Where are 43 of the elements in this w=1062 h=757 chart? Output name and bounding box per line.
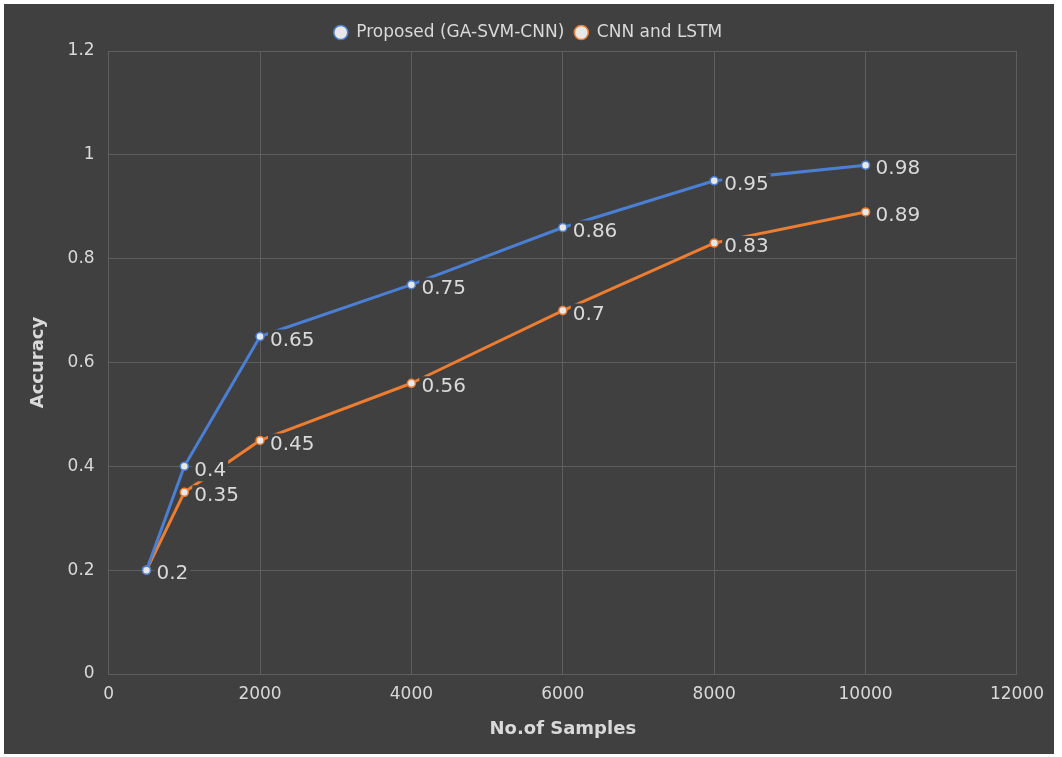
x-tick-label: 10000 [838, 682, 893, 703]
data-label: 0.2 [156, 560, 189, 585]
data-label: 0.75 [421, 274, 466, 299]
point [558, 305, 568, 316]
data-label: 0.7 [572, 300, 605, 325]
point [709, 238, 719, 248]
x-tick-label: 12000 [989, 682, 1045, 703]
data-label: 0.4 [194, 456, 227, 481]
data-label: 0.95 [724, 170, 769, 195]
point [179, 461, 190, 472]
point [860, 207, 871, 217]
y-tick-label: 0.2 [67, 558, 95, 579]
point [709, 176, 719, 186]
point [406, 279, 417, 290]
data-label: 0.83 [724, 233, 769, 258]
y-tick-label: 1 [83, 143, 95, 164]
point [255, 435, 265, 446]
y-tick-label: 0.4 [67, 454, 95, 475]
y-tick-label: 0.8 [67, 247, 95, 268]
point [179, 487, 190, 498]
x-tick-label: 4000 [389, 682, 434, 703]
data-label: 0.35 [194, 482, 239, 507]
x-tick-label: 8000 [692, 682, 736, 703]
data-label: 0.89 [875, 202, 921, 227]
point [558, 222, 568, 233]
data-label: 0.65 [270, 326, 315, 351]
y-tick-label: 0 [83, 662, 95, 683]
legend-label: Proposed (GA-SVM-CNN) [356, 20, 565, 41]
x-tick-label: 2000 [238, 682, 282, 703]
y-axis-title: Accuracy [26, 316, 48, 409]
point [860, 160, 871, 170]
point [255, 331, 265, 342]
data-label: 0.45 [270, 430, 315, 455]
data-label: 0.56 [421, 373, 466, 398]
y-tick-label: 0.6 [67, 350, 95, 371]
x-tick-label: 0 [103, 682, 115, 703]
y-tick-label: 1.2 [67, 39, 95, 60]
legend-label: CNN and LSTM [596, 20, 723, 41]
x-tick-label: 6000 [541, 682, 585, 703]
point [406, 378, 417, 389]
data-label: 0.86 [572, 217, 618, 242]
x-axis-title: No.of Samples [489, 716, 637, 738]
data-label: 0.98 [875, 155, 921, 180]
